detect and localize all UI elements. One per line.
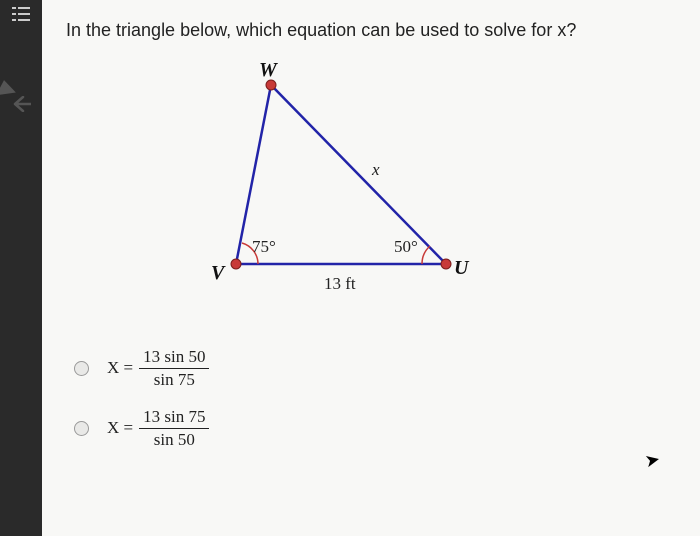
choice-1[interactable]: X = 13 sin 50 sin 75 [74,347,680,389]
fraction: 13 sin 50 sin 75 [139,347,209,389]
choice-2-lhs: X = [107,418,133,438]
back-arrow-icon[interactable] [11,94,31,114]
radio-icon[interactable] [74,421,89,436]
vertex-label-u: U [454,257,468,280]
question-pane: In the triangle below, which equation ca… [42,0,700,536]
choice-2-numerator: 13 sin 75 [139,407,209,427]
side-label-bottom: 13 ft [324,274,356,294]
vertex-label-v: V [211,262,224,285]
list-icon[interactable] [11,4,31,24]
choice-2-equation: X = 13 sin 75 sin 50 [107,407,209,449]
side-label-x: x [372,160,380,180]
choice-1-denominator: sin 75 [150,370,199,390]
answer-choices: X = 13 sin 50 sin 75 X = 13 sin 75 sin 5… [74,347,680,449]
left-toolbar [0,0,42,536]
triangle-figure: W V U 75° 50° x 13 ft [176,59,516,319]
fraction-bar [139,368,209,369]
angle-label-v: 75° [252,237,276,257]
choice-1-equation: X = 13 sin 50 sin 75 [107,347,209,389]
fraction: 13 sin 75 sin 50 [139,407,209,449]
fraction-bar [139,428,209,429]
choice-1-lhs: X = [107,358,133,378]
radio-icon[interactable] [74,361,89,376]
angle-label-u: 50° [394,237,418,257]
collapse-icon[interactable] [0,79,16,96]
choice-2-denominator: sin 50 [150,430,199,450]
choice-1-numerator: 13 sin 50 [139,347,209,367]
choice-2[interactable]: X = 13 sin 75 sin 50 [74,407,680,449]
cursor-icon: ➤ [643,449,662,473]
question-text: In the triangle below, which equation ca… [66,20,680,41]
vertex-label-w: W [259,59,277,82]
